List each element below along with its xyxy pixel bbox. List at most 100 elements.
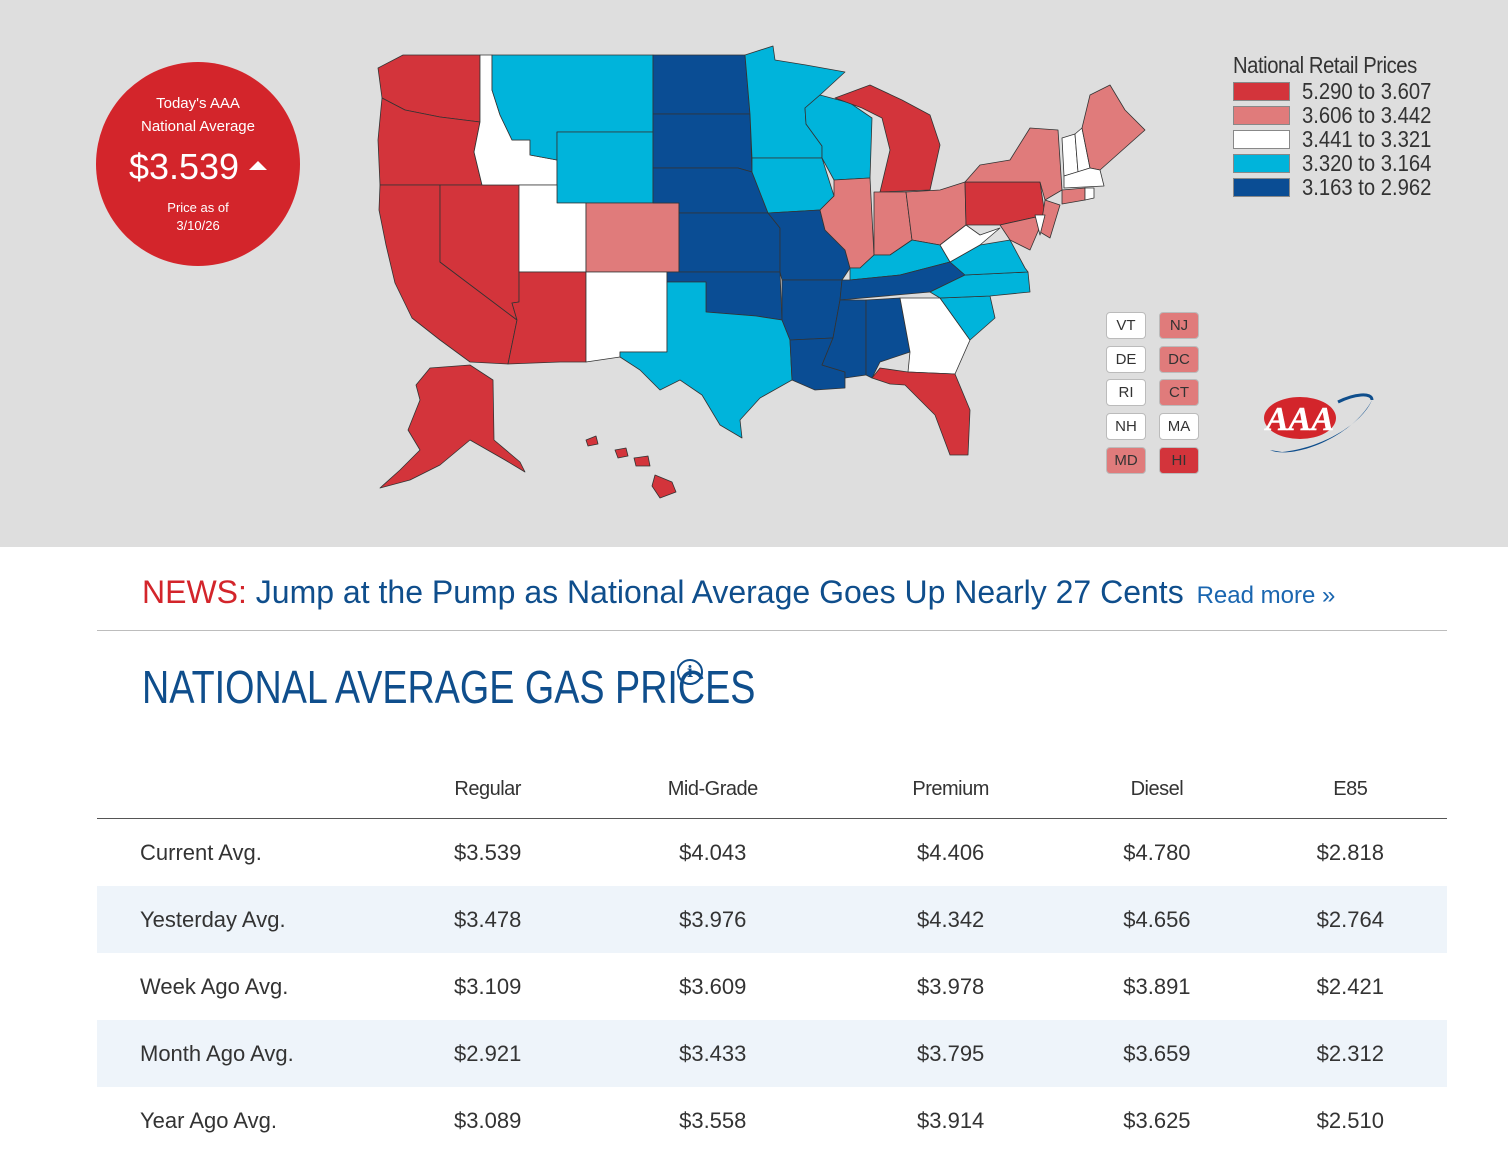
- state-ks[interactable]: [678, 212, 781, 273]
- table-cell: $2.818: [1316, 839, 1384, 865]
- table-cell: $3.478: [391, 886, 585, 953]
- read-more-link[interactable]: Read more »: [1196, 582, 1336, 609]
- state-ct[interactable]: [1061, 187, 1086, 205]
- aaa-logo: AAA: [1264, 393, 1374, 453]
- table-cell: $4.780: [1123, 839, 1191, 865]
- row-label: Month Ago Avg.: [97, 1020, 391, 1087]
- price-legend: National Retail Prices 5.290 to 3.607 3.…: [1233, 52, 1449, 200]
- small-state-vt[interactable]: VT: [1106, 312, 1146, 339]
- price-asof-date: 3/10/26: [176, 218, 220, 233]
- row-label: Yesterday Avg.: [97, 886, 391, 953]
- state-tx[interactable]: [619, 281, 793, 439]
- state-sd[interactable]: [652, 113, 753, 173]
- table-cell: $3.089: [454, 1107, 522, 1133]
- legend-label: 5.290 to 3.607: [1302, 77, 1432, 104]
- state-hi-4[interactable]: [633, 455, 651, 467]
- small-state-de[interactable]: DE: [1106, 346, 1146, 373]
- state-hi[interactable]: [651, 474, 677, 499]
- state-co[interactable]: [585, 202, 680, 273]
- row-label: Current Avg.: [140, 839, 262, 865]
- state-wy[interactable]: [556, 131, 654, 204]
- info-icon[interactable]: i: [677, 659, 703, 685]
- table-cell: $3.433: [584, 1020, 842, 1087]
- table-cell: $2.764: [1253, 886, 1447, 953]
- small-state-md[interactable]: MD: [1106, 447, 1146, 474]
- header-regular: Regular: [391, 760, 585, 819]
- news-prefix: NEWS:: [142, 574, 247, 610]
- state-wi[interactable]: [804, 94, 873, 181]
- state-mi[interactable]: [834, 84, 941, 193]
- badge-title-line2: National Average: [141, 118, 255, 135]
- legend-title: National Retail Prices: [1233, 52, 1417, 78]
- header-premium: Premium: [841, 760, 1061, 819]
- table-cell: $3.539: [454, 839, 522, 865]
- table-row: Week Ago Avg. $3.109 $3.609 $3.978 $3.89…: [97, 953, 1447, 1020]
- table-cell: $2.421: [1316, 973, 1384, 999]
- table-cell: $2.312: [1253, 1020, 1447, 1087]
- table-cell: $4.043: [679, 839, 747, 865]
- table-cell: $2.510: [1316, 1107, 1384, 1133]
- legend-label: 3.441 to 3.321: [1302, 125, 1432, 152]
- legend-label: 3.606 to 3.442: [1302, 101, 1432, 128]
- table-cell: $3.914: [917, 1107, 985, 1133]
- state-ar[interactable]: [781, 279, 843, 341]
- state-md[interactable]: [999, 214, 1046, 251]
- small-state-ri[interactable]: RI: [1106, 379, 1146, 406]
- table-cell: $3.795: [841, 1020, 1061, 1087]
- table-cell: $3.558: [679, 1107, 747, 1133]
- national-average-price: $3.539: [128, 146, 240, 187]
- state-fl[interactable]: [871, 367, 971, 456]
- state-ri[interactable]: [1084, 187, 1095, 201]
- legend-swatch: [1233, 177, 1290, 197]
- state-nd[interactable]: [652, 54, 751, 115]
- state-ak[interactable]: [379, 364, 526, 489]
- table-cell: $3.625: [1123, 1107, 1191, 1133]
- state-ma[interactable]: [1063, 167, 1105, 189]
- news-headline[interactable]: Jump at the Pump as National Average Goe…: [255, 574, 1184, 610]
- small-state-nh[interactable]: NH: [1106, 413, 1146, 440]
- legend-row: 3.606 to 3.442: [1233, 101, 1449, 128]
- row-label: Week Ago Avg.: [140, 973, 289, 999]
- state-nm[interactable]: [585, 271, 668, 363]
- news-banner: NEWS: Jump at the Pump as National Avera…: [142, 574, 1335, 611]
- state-az[interactable]: [507, 271, 587, 365]
- header-e85: E85: [1253, 760, 1447, 819]
- table-row: Yesterday Avg. $3.478 $3.976 $4.342 $4.6…: [97, 886, 1447, 953]
- table-cell: $3.109: [454, 973, 522, 999]
- state-ny[interactable]: [964, 127, 1063, 201]
- legend-row: 5.290 to 3.607: [1233, 77, 1449, 104]
- page-title: NATIONAL AVERAGE GAS PRICES: [142, 661, 756, 713]
- legend-row: 3.163 to 2.962: [1233, 173, 1449, 200]
- small-state-nj[interactable]: NJ: [1159, 312, 1199, 339]
- state-hi-3[interactable]: [614, 447, 629, 459]
- legend-swatch: [1233, 105, 1290, 125]
- small-state-hi[interactable]: HI: [1159, 447, 1199, 474]
- us-gas-price-map[interactable]: [0, 0, 1508, 547]
- table-cell: $3.659: [1060, 1020, 1254, 1087]
- state-me[interactable]: [1081, 84, 1146, 171]
- state-hi-2[interactable]: [585, 435, 599, 447]
- header-diesel: Diesel: [1060, 760, 1254, 819]
- small-state-ma[interactable]: MA: [1159, 413, 1199, 440]
- price-asof-label: Price as of: [167, 200, 229, 215]
- svg-text:AAA: AAA: [1264, 401, 1334, 438]
- table-row: Month Ago Avg. $2.921 $3.433 $3.795 $3.6…: [97, 1020, 1447, 1087]
- divider: [97, 630, 1447, 631]
- table-cell: $3.609: [679, 973, 747, 999]
- table-cell: $3.891: [1123, 973, 1191, 999]
- legend-swatch: [1233, 129, 1290, 149]
- small-state-ct[interactable]: CT: [1159, 379, 1199, 406]
- national-average-badge: Today's AAA National Average $3.539 Pric…: [96, 62, 300, 266]
- badge-title-line1: Today's AAA: [156, 95, 240, 112]
- header-blank: [97, 760, 391, 819]
- table-cell: $4.342: [841, 886, 1061, 953]
- table-cell: $3.976: [584, 886, 842, 953]
- small-state-dc[interactable]: DC: [1159, 346, 1199, 373]
- legend-label: 3.163 to 2.962: [1302, 173, 1432, 200]
- legend-swatch: [1233, 153, 1290, 173]
- table-row: Year Ago Avg. $3.089 $3.558 $3.914 $3.62…: [97, 1087, 1447, 1154]
- state-de[interactable]: [1034, 214, 1046, 236]
- up-arrow-icon: [249, 160, 268, 170]
- table-header-row: Regular Mid-Grade Premium Diesel E85: [97, 760, 1447, 819]
- state-il[interactable]: [819, 177, 875, 269]
